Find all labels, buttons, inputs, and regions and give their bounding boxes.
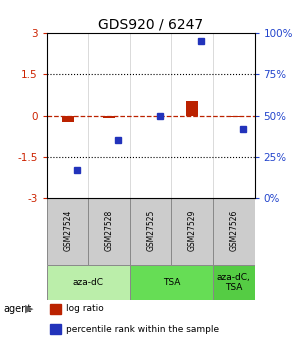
Bar bbox=[186, 101, 198, 116]
Text: GSM27524: GSM27524 bbox=[63, 209, 72, 251]
Text: GSM27529: GSM27529 bbox=[188, 209, 197, 251]
Bar bbox=[47, 198, 88, 265]
Text: agent: agent bbox=[3, 304, 31, 314]
Text: TSA: TSA bbox=[163, 278, 180, 287]
Text: log ratio: log ratio bbox=[66, 304, 103, 313]
Text: GSM27528: GSM27528 bbox=[105, 210, 114, 251]
Title: GDS920 / 6247: GDS920 / 6247 bbox=[98, 18, 203, 32]
Text: ▶: ▶ bbox=[25, 304, 33, 314]
Bar bbox=[50, 324, 62, 334]
Bar bbox=[213, 198, 255, 265]
Text: aza-dC,
TSA: aza-dC, TSA bbox=[217, 273, 251, 292]
Text: percentile rank within the sample: percentile rank within the sample bbox=[66, 325, 219, 334]
Bar bbox=[130, 265, 213, 300]
Bar bbox=[171, 198, 213, 265]
Text: GSM27525: GSM27525 bbox=[146, 209, 155, 251]
Text: aza-dC: aza-dC bbox=[73, 278, 104, 287]
Bar bbox=[103, 116, 115, 118]
Bar bbox=[47, 265, 130, 300]
Bar bbox=[50, 304, 62, 314]
Bar bbox=[62, 116, 74, 122]
Bar bbox=[88, 198, 130, 265]
Text: GSM27526: GSM27526 bbox=[229, 209, 238, 251]
Bar bbox=[130, 198, 171, 265]
Bar bbox=[228, 116, 240, 117]
Bar bbox=[213, 265, 255, 300]
